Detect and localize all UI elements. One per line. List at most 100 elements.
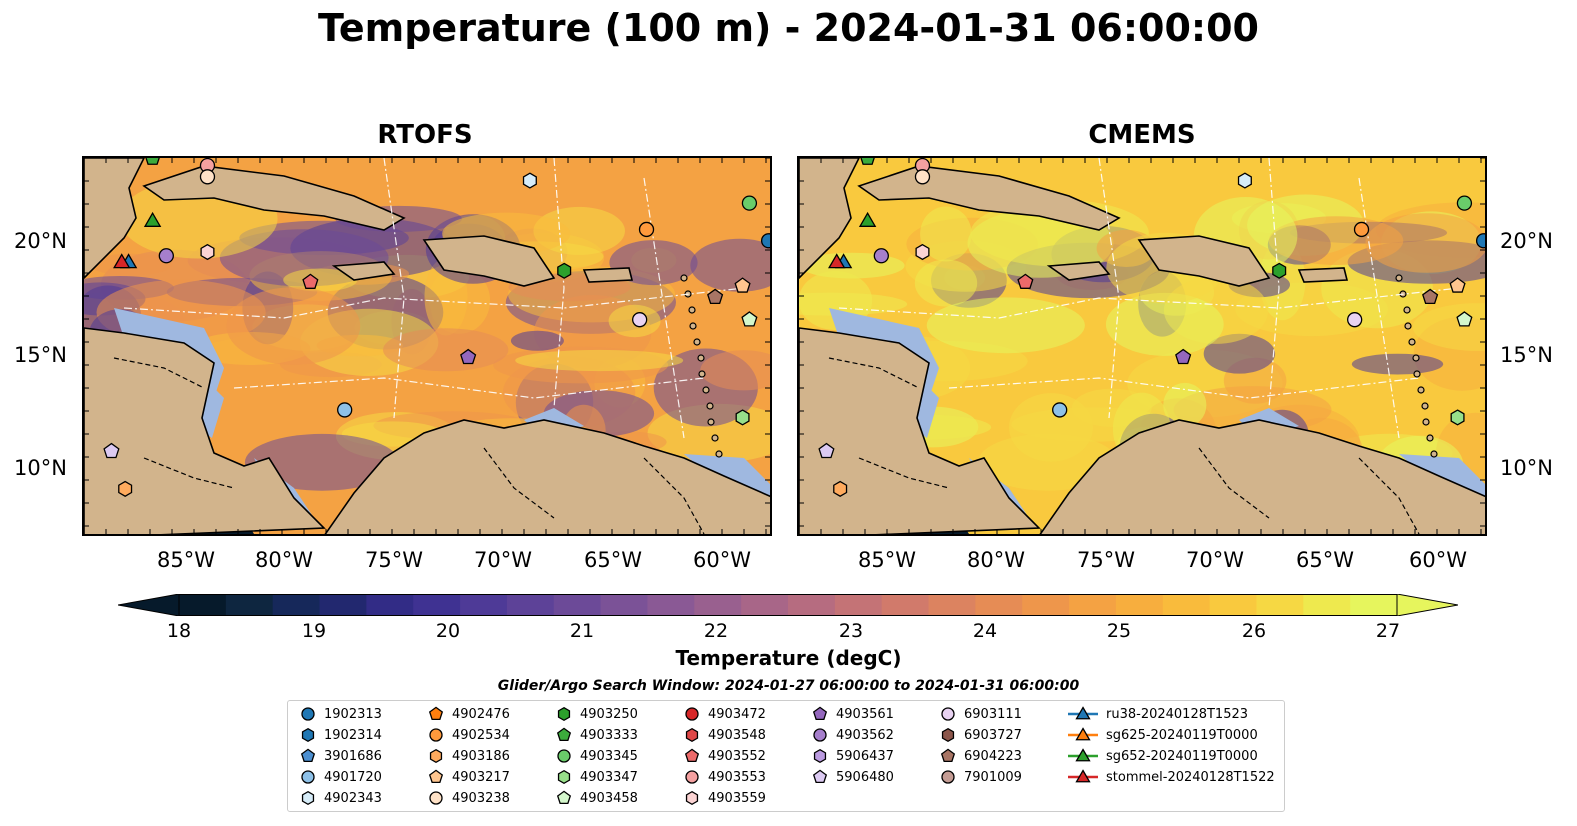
temperature-patch [1105, 292, 1224, 356]
legend-marker [941, 770, 955, 784]
platform-marker-4903559 [915, 243, 930, 261]
legend-label: ru38-20240128T1523 [1106, 706, 1249, 722]
lon-label-65w-left: 65°W [584, 548, 642, 572]
legend-marker-icon [685, 707, 699, 721]
legend-item: 5906480 [810, 767, 894, 787]
platform-marker-6903111 [1347, 312, 1363, 328]
legend-label: 1902314 [324, 727, 382, 743]
temperature-patch [283, 268, 358, 292]
legend-marker [301, 727, 315, 743]
legend-item: stommel-20240128T1522 [1066, 767, 1275, 787]
colorbar-segment [225, 594, 274, 616]
temperature-patch [226, 287, 361, 365]
lat-label-10n-right: 10°N [1500, 456, 1553, 480]
legend-item: 4903347 [554, 767, 638, 787]
lon-label-85w-right: 85°W [858, 548, 916, 572]
colorbar-segment [1350, 594, 1398, 616]
legend-marker [813, 748, 827, 764]
platform-marker-4903217 [1449, 277, 1466, 293]
colorbar-segment [506, 594, 555, 616]
lon-label-70w-right: 70°W [1186, 548, 1244, 572]
legend-marker-icon [301, 707, 315, 721]
platform-marker-4903186 [118, 480, 133, 497]
country-border [643, 457, 705, 534]
country-border [1198, 447, 1270, 519]
legend-marker [557, 769, 571, 785]
legend-label: 1902313 [324, 706, 382, 722]
cbar-tick-25: 25 [1106, 620, 1132, 642]
legend-marker-icon [940, 748, 956, 762]
platform-marker-4903345 [1456, 195, 1473, 211]
legend-marker-icon [941, 727, 955, 743]
platform-marker-sg652-20240119T0000 [858, 211, 877, 227]
legend-label: sg625-20240119T0000 [1106, 727, 1258, 743]
legend-label: 4902343 [324, 790, 382, 806]
lon-label-65w-right: 65°W [1296, 548, 1354, 572]
cbar-tick-22: 22 [703, 620, 729, 642]
temperature-patch [1351, 353, 1444, 375]
legend-marker [1075, 748, 1091, 762]
rtofs-map[interactable] [82, 156, 772, 536]
platform-marker-5906480 [818, 442, 835, 459]
platform-marker-4903347 [1450, 409, 1465, 426]
legend-label: 4903250 [580, 706, 638, 722]
country-border [828, 357, 920, 389]
platform-marker-4903238 [914, 169, 931, 185]
legend-item: 4903553 [682, 767, 766, 787]
island [698, 370, 706, 378]
landmass [84, 327, 326, 534]
landmass [1297, 267, 1349, 283]
legend-label: 4903345 [580, 748, 638, 764]
legend-label: 4903552 [708, 748, 766, 764]
temperature-patch [920, 206, 972, 262]
colorbar-segment [1022, 594, 1070, 616]
colorbar-segment [834, 594, 883, 616]
legend-label: sg652-20240119T0000 [1106, 748, 1258, 764]
platform-marker-4902343 [1237, 172, 1252, 189]
eez-boundary [233, 377, 705, 399]
island [697, 354, 705, 362]
temperature-patch [1203, 333, 1276, 374]
legend-label: 4903553 [708, 769, 766, 785]
temperature-patch [926, 297, 1085, 354]
platform-marker-5906480 [103, 442, 120, 459]
legend-label: 4903548 [708, 727, 766, 743]
island [689, 322, 697, 330]
lon-label-80w-left: 80°W [255, 548, 313, 572]
legend-marker-icon [685, 770, 699, 784]
country-border [113, 357, 205, 389]
legend-marker-icon [685, 727, 699, 743]
legend-item: 4902476 [426, 704, 510, 724]
legend-title: Glider/Argo Search Window: 2024-01-27 06… [497, 678, 1080, 694]
platform-marker-stommel-20240128T1522 [113, 253, 131, 269]
legend-marker [812, 769, 828, 783]
island [1430, 450, 1438, 458]
panel-title-cmems: CMEMS [1088, 120, 1196, 150]
cbar-tick-20: 20 [435, 620, 461, 642]
landmass [1039, 419, 1485, 534]
platform-marker-4901720 [1052, 402, 1068, 418]
legend-marker [684, 748, 700, 762]
legend-item: 1902314 [298, 725, 382, 745]
cbar-tick-21: 21 [569, 620, 595, 642]
island [693, 338, 701, 346]
legend-marker [941, 727, 955, 743]
platform-marker-4903561 [1175, 348, 1192, 365]
platform-marker-6903111 [632, 312, 648, 328]
temperature-patch [383, 328, 509, 372]
colorbar-segment [1115, 594, 1164, 616]
colorbar-segment [272, 594, 321, 616]
legend-label: 4901720 [324, 769, 382, 785]
legend-label: 5906480 [836, 769, 894, 785]
platform-marker-4903333 [145, 158, 160, 165]
cmems-map[interactable] [797, 156, 1487, 536]
legend-item: sg652-20240119T0000 [1066, 746, 1258, 766]
legend-item: 4903217 [426, 767, 510, 787]
legend-marker [301, 770, 315, 784]
colorbar-segment [366, 594, 414, 616]
platform-marker-4903250 [1272, 262, 1287, 279]
island [1413, 370, 1421, 378]
platform-marker-4903559 [200, 243, 215, 261]
colorbar-segment [1162, 594, 1211, 616]
platform-marker-4903562 [158, 248, 174, 264]
